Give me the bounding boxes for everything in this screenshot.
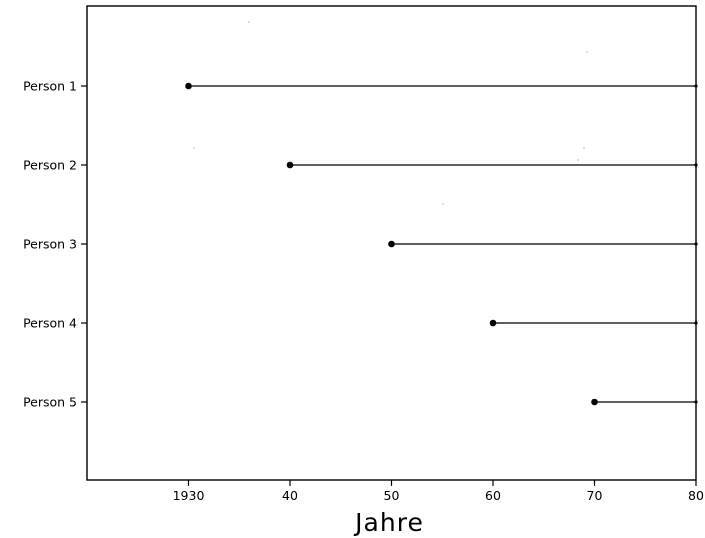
lifeline-end-point bbox=[694, 400, 698, 404]
scan-specks bbox=[193, 21, 588, 205]
y-tick-label: Person 5 bbox=[23, 395, 77, 410]
x-axis: 1930 40 50 60 70 80 bbox=[173, 480, 704, 503]
lifeline-start-point bbox=[286, 161, 294, 169]
scan-speck bbox=[193, 147, 195, 149]
lifeline-start-point bbox=[388, 240, 395, 248]
x-axis-title: Jahre bbox=[353, 508, 424, 537]
x-tick-label: 60 bbox=[485, 488, 501, 503]
lifeline-end-point bbox=[694, 84, 698, 88]
y-tick-label: Person 4 bbox=[23, 316, 77, 331]
scan-speck bbox=[586, 51, 588, 53]
x-tick-label: 70 bbox=[587, 488, 603, 503]
scan-speck bbox=[577, 159, 579, 161]
lifelines bbox=[185, 82, 698, 406]
lifeline-end-point bbox=[694, 242, 698, 246]
y-tick-label: Person 2 bbox=[23, 158, 77, 173]
scan-speck bbox=[248, 21, 250, 23]
lifeline-end-point bbox=[694, 163, 698, 167]
x-tick-label: 1930 bbox=[173, 488, 205, 503]
y-tick-label: Person 3 bbox=[23, 237, 77, 252]
y-tick-label: Person 1 bbox=[23, 79, 77, 94]
scan-speck bbox=[442, 203, 444, 205]
lifeline-start-point bbox=[591, 398, 598, 406]
x-tick-label: 50 bbox=[384, 488, 400, 503]
lifeline-end-point bbox=[694, 321, 698, 325]
scan-speck bbox=[583, 147, 585, 149]
y-axis: Person 1 Person 2 Person 3 Person 4 Person 5 bbox=[23, 79, 87, 410]
x-tick-label: 80 bbox=[688, 488, 704, 503]
x-tick-label: 40 bbox=[282, 488, 298, 503]
lifeline-start-point bbox=[185, 82, 192, 90]
lifeline-start-point bbox=[489, 319, 497, 327]
